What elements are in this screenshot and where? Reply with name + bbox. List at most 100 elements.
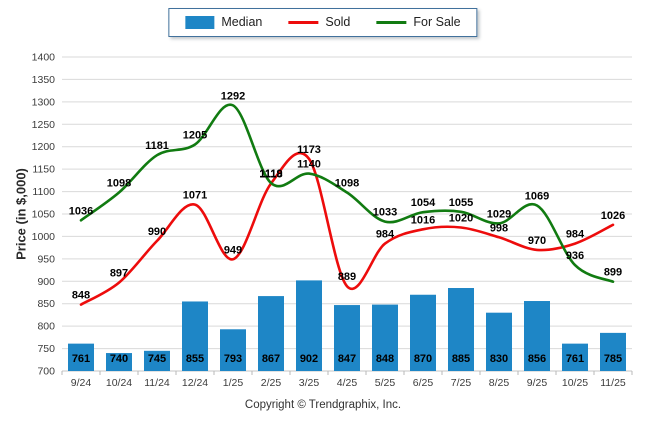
median-bar-label: 855	[186, 353, 204, 365]
forsale-point-label: 1119	[259, 168, 282, 180]
sold-point-label: 984	[566, 229, 585, 241]
median-bar	[106, 353, 132, 371]
forsale-point-label: 1055	[449, 197, 473, 209]
x-tick-label: 11/25	[600, 377, 626, 389]
sold-line-swatch-icon	[288, 21, 319, 24]
sold-point-label: 1026	[601, 210, 625, 222]
y-tick-label: 850	[37, 298, 55, 310]
median-bar-label: 793	[224, 353, 242, 365]
y-tick-label: 1100	[32, 186, 55, 198]
sold-point-label: 949	[224, 244, 242, 256]
y-tick-label: 950	[37, 253, 55, 265]
forsale-point-label: 1140	[297, 159, 321, 171]
copyright-text: Copyright © Trendgraphix, Inc.	[244, 399, 402, 411]
median-bar	[144, 350, 170, 371]
sold-line	[79, 151, 615, 306]
sold-point-label: 889	[338, 271, 356, 283]
sold-point-label: 1173	[297, 144, 321, 156]
median-bar-swatch-icon	[185, 16, 215, 29]
y-tick-label: 900	[37, 276, 55, 288]
forsale-point-label: 1033	[373, 207, 397, 219]
y-tick-label: 1000	[32, 231, 56, 243]
median-bar	[68, 343, 94, 371]
median-bar-label: 761	[72, 353, 90, 365]
x-tick-label: 10/24	[106, 377, 132, 389]
y-tick-label: 700	[37, 366, 55, 378]
y-axis-title: Price (in $,000)	[13, 168, 29, 260]
legend-label-median: Median	[221, 15, 263, 30]
sold-point-label: 998	[490, 222, 508, 234]
x-tick-label: 9/24	[71, 377, 92, 389]
x-tick-label: 2/25	[261, 377, 282, 389]
median-bar-label: 902	[300, 353, 318, 365]
forsale-point-label: 1054	[411, 197, 436, 209]
y-tick-label: 1250	[32, 119, 56, 131]
y-tick-label: 1300	[32, 96, 56, 108]
x-tick-label: 8/25	[489, 377, 510, 389]
median-bar-label: 745	[148, 353, 166, 365]
forsale-line-swatch-icon	[376, 21, 407, 24]
sold-point-label: 897	[110, 268, 128, 280]
median-bar	[562, 343, 588, 371]
forsale-point-label: 936	[566, 250, 584, 262]
forsale-line	[79, 103, 615, 283]
median-bar-label: 867	[262, 353, 280, 365]
median-bar-label: 847	[338, 353, 356, 365]
sold-point-label: 1118	[259, 168, 282, 180]
median-bar-label: 856	[528, 353, 546, 365]
y-tick-label: 1400	[32, 52, 56, 64]
chart-legend: Median Sold For Sale	[168, 8, 478, 37]
median-bar-label: 885	[452, 353, 470, 365]
median-bar	[296, 280, 322, 371]
x-tick-label: 11/24	[144, 377, 170, 389]
x-tick-label: 1/25	[223, 377, 244, 389]
forsale-point-label: 1069	[525, 190, 549, 202]
x-tick-label: 5/25	[375, 377, 396, 389]
median-bar-label: 761	[566, 353, 584, 365]
legend-item-median[interactable]: Median	[185, 16, 262, 29]
forsale-point-label: 1098	[107, 177, 131, 189]
forsale-point-label: 1292	[221, 90, 245, 102]
median-bar	[372, 304, 398, 371]
x-tick-label: 6/25	[413, 377, 434, 389]
median-bar	[334, 305, 360, 371]
forsale-point-label: 1181	[145, 140, 169, 152]
median-bar	[410, 294, 436, 371]
median-bar	[182, 301, 208, 371]
median-bar-label: 740	[110, 353, 128, 365]
sold-point-label: 970	[528, 235, 546, 247]
median-bar	[220, 329, 246, 371]
y-tick-label: 1200	[32, 141, 56, 153]
x-tick-label: 9/25	[527, 377, 548, 389]
sold-point-label: 990	[148, 226, 166, 238]
forsale-point-label: 1098	[335, 177, 359, 189]
sold-point-label: 1016	[411, 214, 435, 226]
median-bar	[486, 312, 512, 371]
sold-point-label: 1020	[449, 212, 473, 224]
median-bar	[524, 301, 550, 371]
x-tick-label: 7/25	[451, 377, 472, 389]
median-bar-label: 785	[604, 353, 622, 365]
sold-point-label: 1071	[183, 190, 207, 202]
median-bar-label: 870	[414, 353, 432, 365]
y-tick-label: 1050	[32, 209, 56, 221]
median-bar-label: 848	[376, 353, 394, 365]
forsale-point-label: 1205	[183, 129, 207, 141]
y-tick-label: 800	[37, 321, 55, 333]
legend-label-sold: Sold	[325, 15, 351, 30]
median-bar	[600, 332, 626, 371]
median-bar	[258, 296, 284, 371]
legend-label-forsale: For Sale	[413, 15, 461, 30]
median-bar	[448, 288, 474, 371]
forsale-point-label: 1029	[487, 208, 511, 220]
sold-point-label: 848	[72, 290, 90, 302]
x-tick-label: 10/25	[562, 377, 588, 389]
y-tick-label: 1350	[32, 74, 56, 86]
x-tick-label: 4/25	[337, 377, 358, 389]
x-tick-label: 3/25	[299, 377, 320, 389]
legend-item-sold[interactable]: Sold	[288, 16, 350, 29]
x-tick-label: 12/24	[182, 377, 208, 389]
legend-item-forsale[interactable]: For Sale	[376, 15, 461, 30]
